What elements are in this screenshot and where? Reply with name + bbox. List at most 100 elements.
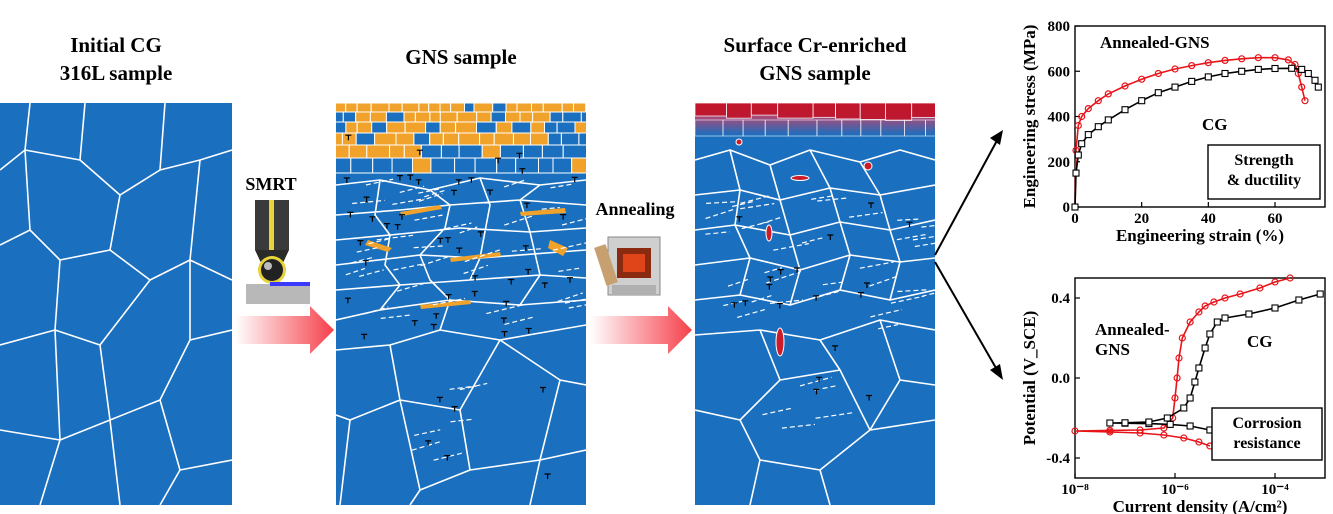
data-point — [1145, 418, 1153, 426]
nano-grain — [562, 111, 582, 123]
lamella-line — [822, 281, 843, 286]
lamella-line — [380, 314, 412, 319]
data-point — [1188, 61, 1196, 70]
nano-grain — [401, 103, 420, 113]
data-point — [1180, 434, 1188, 442]
data-point — [1171, 394, 1179, 402]
nano-grain — [513, 132, 531, 146]
lamella-line — [818, 289, 843, 298]
y-tick-label: 400 — [1048, 110, 1071, 126]
data-point — [1160, 424, 1168, 432]
dislocation-symbol — [767, 276, 774, 282]
nano-grain — [356, 103, 372, 113]
data-point — [1121, 106, 1129, 114]
data-point — [1195, 438, 1203, 446]
nano-grain — [430, 157, 456, 174]
nano-grain — [412, 157, 432, 174]
dislocation-symbol — [451, 406, 458, 412]
lamella-line — [368, 237, 391, 245]
annealing-label: Annealing — [595, 199, 674, 219]
annotation-line2: & ductility — [1227, 172, 1301, 189]
dislocation-symbol — [500, 317, 507, 324]
nano-grain — [385, 111, 405, 123]
dislocation-symbol — [430, 323, 437, 330]
data-point — [1254, 65, 1262, 73]
lamella-line — [393, 263, 425, 271]
dislocation-symbol — [832, 345, 839, 351]
nano-grain — [511, 121, 532, 134]
data-point — [1163, 414, 1171, 422]
nano-grain — [336, 144, 350, 159]
nano-grain — [515, 157, 540, 174]
series-label: GNS — [1095, 340, 1130, 359]
lamella-line — [486, 304, 523, 315]
enriched-title-line1: Surface Cr-enriched — [724, 33, 907, 57]
dislocation-symbol — [357, 240, 364, 246]
data-point — [1094, 97, 1102, 105]
dislocation-symbol — [487, 189, 493, 196]
nano-grain — [476, 111, 492, 123]
lamella-line — [449, 385, 477, 390]
nano-grain — [458, 132, 481, 146]
nano-grain — [342, 111, 357, 123]
nano-grain — [496, 157, 517, 174]
dislocation-symbol — [455, 179, 462, 185]
nano-grain — [505, 103, 518, 113]
dislocation-symbol — [525, 268, 532, 275]
dislocation-symbol — [541, 282, 548, 288]
cr-surface-grain — [835, 103, 861, 120]
lamella-line — [740, 203, 775, 210]
nano-grain — [541, 144, 564, 159]
nano-grain — [404, 121, 427, 134]
nano-grain — [580, 111, 586, 123]
cr-enriched-microstructure — [695, 103, 935, 505]
dislocation-symbol — [766, 283, 773, 290]
x-tick-label: 10⁻⁸ — [1061, 482, 1089, 498]
dislocation-symbol — [864, 282, 870, 288]
nano-grain — [348, 144, 368, 159]
nano-grain — [403, 111, 416, 123]
nano-grain — [458, 144, 483, 159]
dislocation-symbol — [540, 386, 546, 393]
dislocation-symbol — [508, 278, 515, 285]
nano-grain — [578, 132, 586, 146]
process-arrow-2 — [590, 306, 692, 354]
lamella-line — [762, 407, 793, 416]
data-point — [1201, 302, 1209, 310]
annotation-line1: Strength — [1234, 152, 1293, 169]
nano-grain — [420, 144, 442, 159]
y-tick-label: 800 — [1048, 19, 1071, 35]
cr-surface-grain — [885, 103, 913, 121]
lamella-line — [773, 243, 809, 251]
nano-grain — [490, 111, 507, 123]
lamella-line — [424, 190, 445, 198]
data-point — [1238, 67, 1246, 75]
x-tick-label: 40 — [1201, 211, 1216, 227]
dislocation-symbol — [906, 221, 913, 228]
nano-grain — [371, 121, 388, 134]
lamella-line — [433, 452, 465, 461]
data-point — [1295, 296, 1303, 304]
dislocation-symbol — [857, 292, 864, 298]
dislocation-symbol — [495, 157, 502, 164]
dislocation-symbol — [471, 290, 478, 297]
lamella-line — [364, 306, 389, 315]
nano-grain — [336, 132, 343, 146]
data-point — [1171, 83, 1179, 91]
data-point — [1175, 354, 1183, 362]
nano-grain — [336, 111, 344, 123]
nano-grain — [495, 121, 513, 134]
nano-grain — [413, 132, 431, 146]
lamella-line — [869, 275, 898, 287]
lamella-line — [912, 235, 935, 241]
lamella-line — [849, 212, 883, 218]
nano-grain — [370, 103, 390, 113]
data-point — [1121, 419, 1129, 427]
data-point — [1284, 56, 1292, 64]
nano-grain — [429, 111, 441, 123]
x-tick-label: 10⁻⁴ — [1261, 482, 1289, 498]
data-point — [1304, 69, 1312, 78]
data-point — [1094, 123, 1102, 131]
nano-grain — [439, 121, 457, 134]
lamella-line — [450, 418, 474, 423]
